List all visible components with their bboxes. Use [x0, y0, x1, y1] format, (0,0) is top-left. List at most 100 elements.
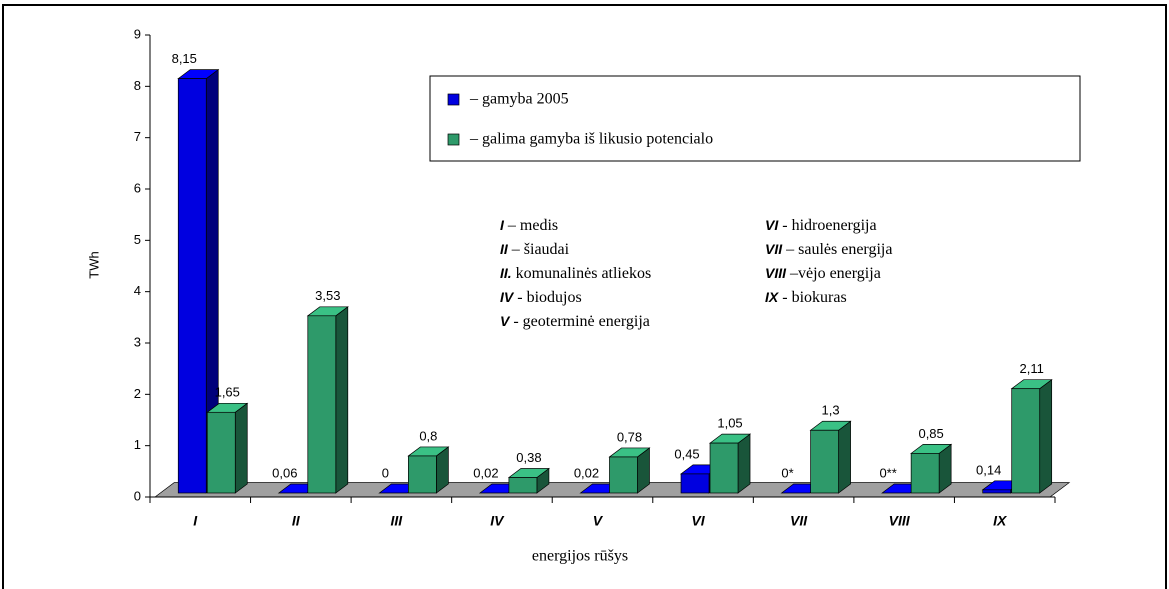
annotation-key: IV: [500, 289, 515, 305]
annotation-key: II.: [500, 265, 512, 281]
annotation-text: - biokuras: [782, 289, 846, 306]
y-tick-label: 1: [134, 437, 141, 452]
bar-side: [1039, 378, 1053, 494]
annotation-key: I: [500, 217, 505, 233]
value-label: 1,65: [215, 385, 240, 400]
bar: [206, 402, 249, 494]
value-label: 0: [382, 465, 389, 480]
annotation-text: - biodujos: [517, 289, 581, 306]
bar-front: [1011, 388, 1041, 494]
value-label: 0**: [879, 465, 896, 480]
annotation-text: – medis: [507, 217, 558, 234]
annotation-key: VII: [765, 241, 783, 257]
annotation: IX - biokuras: [765, 289, 847, 306]
annotation: II. komunalinės atliekos: [500, 265, 651, 282]
annotation-text: komunalinės atliekos: [516, 265, 652, 282]
annotation-key: IX: [765, 289, 780, 305]
value-label: 0,06: [272, 465, 297, 480]
y-tick-label: 8: [134, 78, 141, 93]
legend-label: – gamyba 2005: [469, 91, 569, 108]
y-tick-label: 4: [134, 283, 141, 298]
annotation: VIII –vėjo energija: [765, 265, 881, 282]
annotation: VI - hidroenergija: [765, 217, 877, 234]
bar: [809, 420, 852, 494]
legend-label: – galima gamyba iš likusio potencialo: [469, 131, 713, 148]
x-tick-label: VI: [691, 513, 705, 529]
x-tick-label: III: [391, 513, 404, 529]
y-tick-label: 9: [134, 26, 141, 41]
x-tick-label: I: [193, 513, 198, 529]
x-tick-label: II: [292, 513, 301, 529]
annotation-text: –vėjo energija: [789, 265, 881, 282]
value-label: 8,15: [172, 51, 197, 66]
value-label: 0,45: [674, 446, 699, 461]
value-label: 0,85: [918, 426, 943, 441]
annotation-text: – saulės energija: [785, 241, 892, 258]
legend-swatch: [447, 133, 460, 146]
value-label: 0,02: [473, 465, 498, 480]
annotation: I – medis: [500, 217, 558, 234]
annotation-key: VI: [765, 217, 779, 233]
annotation-text: - geoterminė energija: [513, 313, 650, 330]
x-axis-label: energijos rūšys: [532, 548, 628, 565]
y-tick-label: 7: [134, 129, 141, 144]
bar: [910, 443, 953, 494]
bar-front: [609, 456, 638, 494]
x-tick-label: V: [593, 513, 604, 529]
bar-side: [838, 420, 851, 494]
value-label: 1,05: [717, 416, 742, 431]
annotation: II – šiaudai: [500, 241, 570, 258]
bar-side: [335, 306, 349, 494]
y-tick-label: 2: [134, 386, 141, 401]
y-tick-label: 3: [134, 334, 141, 349]
legend-swatch: [447, 93, 460, 106]
bar-front: [307, 315, 337, 494]
y-tick-label: 0: [134, 488, 141, 503]
bar-front: [508, 477, 538, 494]
value-label: 1,3: [822, 403, 840, 418]
annotation: IV - biodujos: [500, 289, 582, 306]
y-tick-label: 6: [134, 180, 141, 195]
bar: [306, 306, 349, 494]
y-tick-label: 5: [134, 232, 141, 247]
value-label: 2,11: [1020, 361, 1044, 376]
x-tick-label: IV: [490, 513, 505, 529]
bar: [407, 446, 450, 494]
value-label: 0,02: [574, 465, 599, 480]
bar-front: [206, 411, 236, 494]
bar-side: [234, 402, 248, 494]
bar-front: [680, 473, 710, 494]
x-tick-label: VII: [790, 513, 808, 529]
annotation: V - geoterminė energija: [500, 313, 650, 330]
y-axis-label: TWh: [86, 251, 101, 278]
frame: [2, 4, 1167, 589]
annotation-text: – šiaudai: [511, 241, 570, 258]
bar: [608, 447, 651, 494]
bar-front: [982, 489, 1012, 494]
annotation-key: VIII: [765, 265, 787, 281]
bar-front: [408, 455, 437, 494]
bar: [708, 433, 752, 494]
annotation-text: - hidroenergija: [782, 217, 876, 234]
bar: [507, 467, 550, 494]
bar: [177, 68, 220, 494]
value-label: 3,53: [315, 288, 340, 303]
value-label: 0,78: [617, 429, 642, 444]
bar: [1010, 378, 1053, 494]
bar-front: [177, 78, 207, 494]
bar-front: [709, 442, 739, 494]
x-tick-label: IX: [993, 513, 1008, 529]
annotation-key: II: [500, 241, 509, 257]
value-label: 0,8: [419, 428, 437, 443]
bar-front: [810, 429, 839, 494]
annotation-key: V: [500, 313, 511, 329]
bar-side: [737, 433, 751, 494]
bar-front: [910, 453, 940, 494]
value-label: 0,14: [976, 462, 1001, 477]
value-label: 0,38: [516, 450, 541, 465]
value-label: 0*: [781, 465, 793, 480]
annotation: VII – saulės energija: [765, 241, 892, 258]
legend-box: [429, 75, 1081, 162]
x-tick-label: VIII: [889, 513, 911, 529]
